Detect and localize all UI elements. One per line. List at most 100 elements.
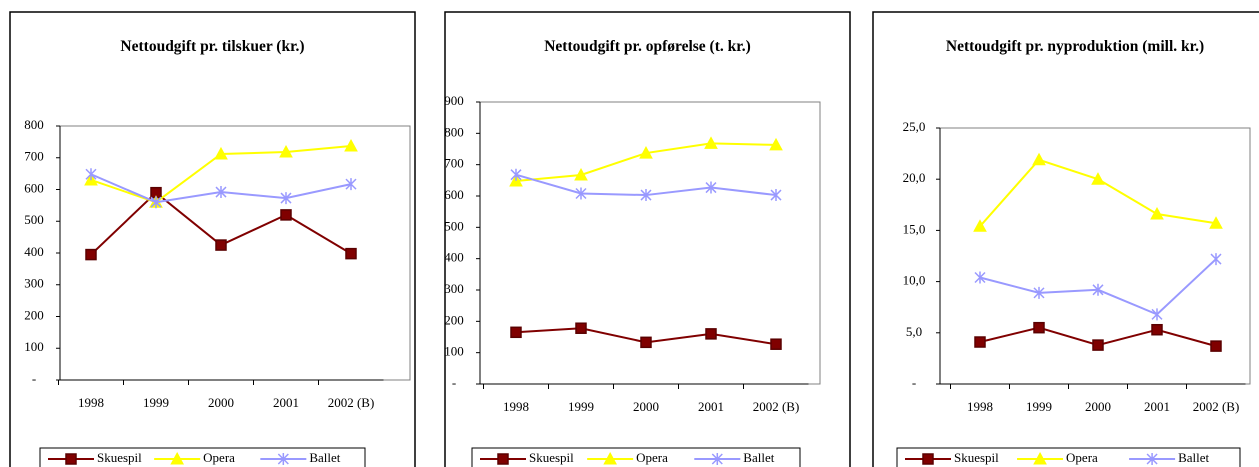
x-tick-label: 2002 (B) (1193, 399, 1240, 414)
marker (575, 322, 587, 334)
marker (704, 136, 718, 149)
marker (1150, 206, 1164, 220)
legend-label: Opera (1066, 450, 1098, 465)
y-tick-label: 300 (444, 281, 464, 296)
legend-label: Ballet (1178, 450, 1209, 465)
y-tick-label: 600 (444, 187, 464, 202)
series-line (979, 158, 1217, 227)
chart-title: Nettoudgift pr. opførelse (t. kr.) (544, 38, 751, 55)
y-tick-label: 25,0 (903, 119, 926, 134)
marker (1092, 339, 1104, 351)
y-tick-label: 600 (24, 180, 44, 195)
y-tick-label: 800 (24, 117, 44, 132)
plot-frame (59, 125, 411, 381)
y-tick-label: 900 (444, 93, 464, 108)
y-tick-label: 200 (444, 312, 464, 327)
marker (277, 453, 289, 465)
marker (922, 453, 934, 465)
marker (215, 239, 227, 251)
marker (279, 144, 293, 158)
y-tick-label: 300 (24, 276, 44, 291)
marker (345, 247, 357, 260)
y-tick-label: 400 (24, 244, 44, 259)
marker (640, 336, 652, 349)
marker (770, 189, 782, 202)
marker (215, 186, 227, 199)
legend-label: Opera (203, 450, 235, 465)
marker (214, 146, 228, 160)
y-tick-label: 500 (444, 218, 464, 233)
marker (280, 192, 292, 205)
x-tick-label: 2001 (698, 399, 724, 414)
legend-label: Skuespil (529, 450, 574, 465)
marker (705, 328, 717, 340)
marker (770, 338, 782, 350)
marker (1032, 152, 1046, 166)
chart-title: Nettoudgift pr. tilskuer (kr.) (120, 38, 305, 55)
marker (510, 326, 522, 339)
x-tick-label: 2000 (1085, 399, 1111, 414)
x-tick-label: 2002 (B) (753, 399, 800, 414)
y-tick-label: 100 (444, 344, 464, 359)
panel-frame (872, 11, 1259, 467)
marker (510, 168, 522, 181)
marker (1033, 321, 1045, 334)
marker (1151, 323, 1163, 336)
legend-label: Skuespil (97, 450, 142, 465)
marker (1209, 216, 1223, 229)
x-tick-label: 1999 (143, 395, 169, 410)
marker (603, 451, 617, 465)
y-tick-label: 700 (24, 149, 44, 164)
marker (1092, 283, 1104, 296)
marker (85, 168, 97, 181)
marker (170, 451, 185, 465)
marker (85, 248, 97, 261)
marker (1033, 451, 1047, 465)
y-tick-label: - (32, 371, 36, 386)
legend-label: Ballet (309, 450, 340, 465)
marker (1091, 172, 1105, 185)
panel-frame (9, 11, 416, 467)
legend-label: Ballet (743, 450, 774, 465)
marker (574, 167, 588, 181)
marker (705, 181, 717, 194)
marker (639, 146, 653, 159)
legend-box (896, 447, 1241, 467)
marker (575, 187, 587, 200)
marker (974, 271, 986, 284)
y-tick-label: 15,0 (903, 221, 926, 236)
y-tick-label: 10,0 (903, 273, 926, 288)
x-tick-label: 1998 (503, 399, 529, 414)
marker (150, 196, 162, 209)
x-tick-label: 2001 (273, 395, 299, 410)
marker (65, 453, 77, 465)
x-tick-label: 2000 (633, 399, 659, 414)
marker (497, 453, 509, 465)
marker (973, 219, 987, 232)
x-tick-label: 1998 (967, 399, 993, 414)
legend-label: Skuespil (954, 450, 999, 465)
x-tick-label: 2000 (208, 395, 234, 410)
y-tick-label: 700 (444, 156, 464, 171)
y-tick-label: - (452, 375, 456, 390)
y-tick-label: 800 (444, 124, 464, 139)
marker (1210, 253, 1222, 266)
x-tick-label: 2001 (1144, 399, 1170, 414)
chart-title: Nettoudgift pr. nyproduktion (mill. kr.) (945, 38, 1205, 55)
marker (1151, 308, 1163, 321)
y-tick-label: - (912, 375, 916, 390)
y-tick-label: 100 (24, 339, 44, 354)
marker (345, 178, 357, 191)
marker (1033, 286, 1045, 299)
legend-label: Opera (636, 450, 668, 465)
x-tick-label: 1999 (1026, 399, 1052, 414)
y-tick-label: 400 (444, 250, 464, 265)
y-tick-label: 5,0 (906, 324, 922, 339)
marker (344, 138, 358, 152)
panel-frame (444, 11, 851, 467)
y-tick-label: 20,0 (903, 170, 926, 185)
marker (1210, 340, 1222, 352)
x-tick-label: 1999 (568, 399, 594, 414)
